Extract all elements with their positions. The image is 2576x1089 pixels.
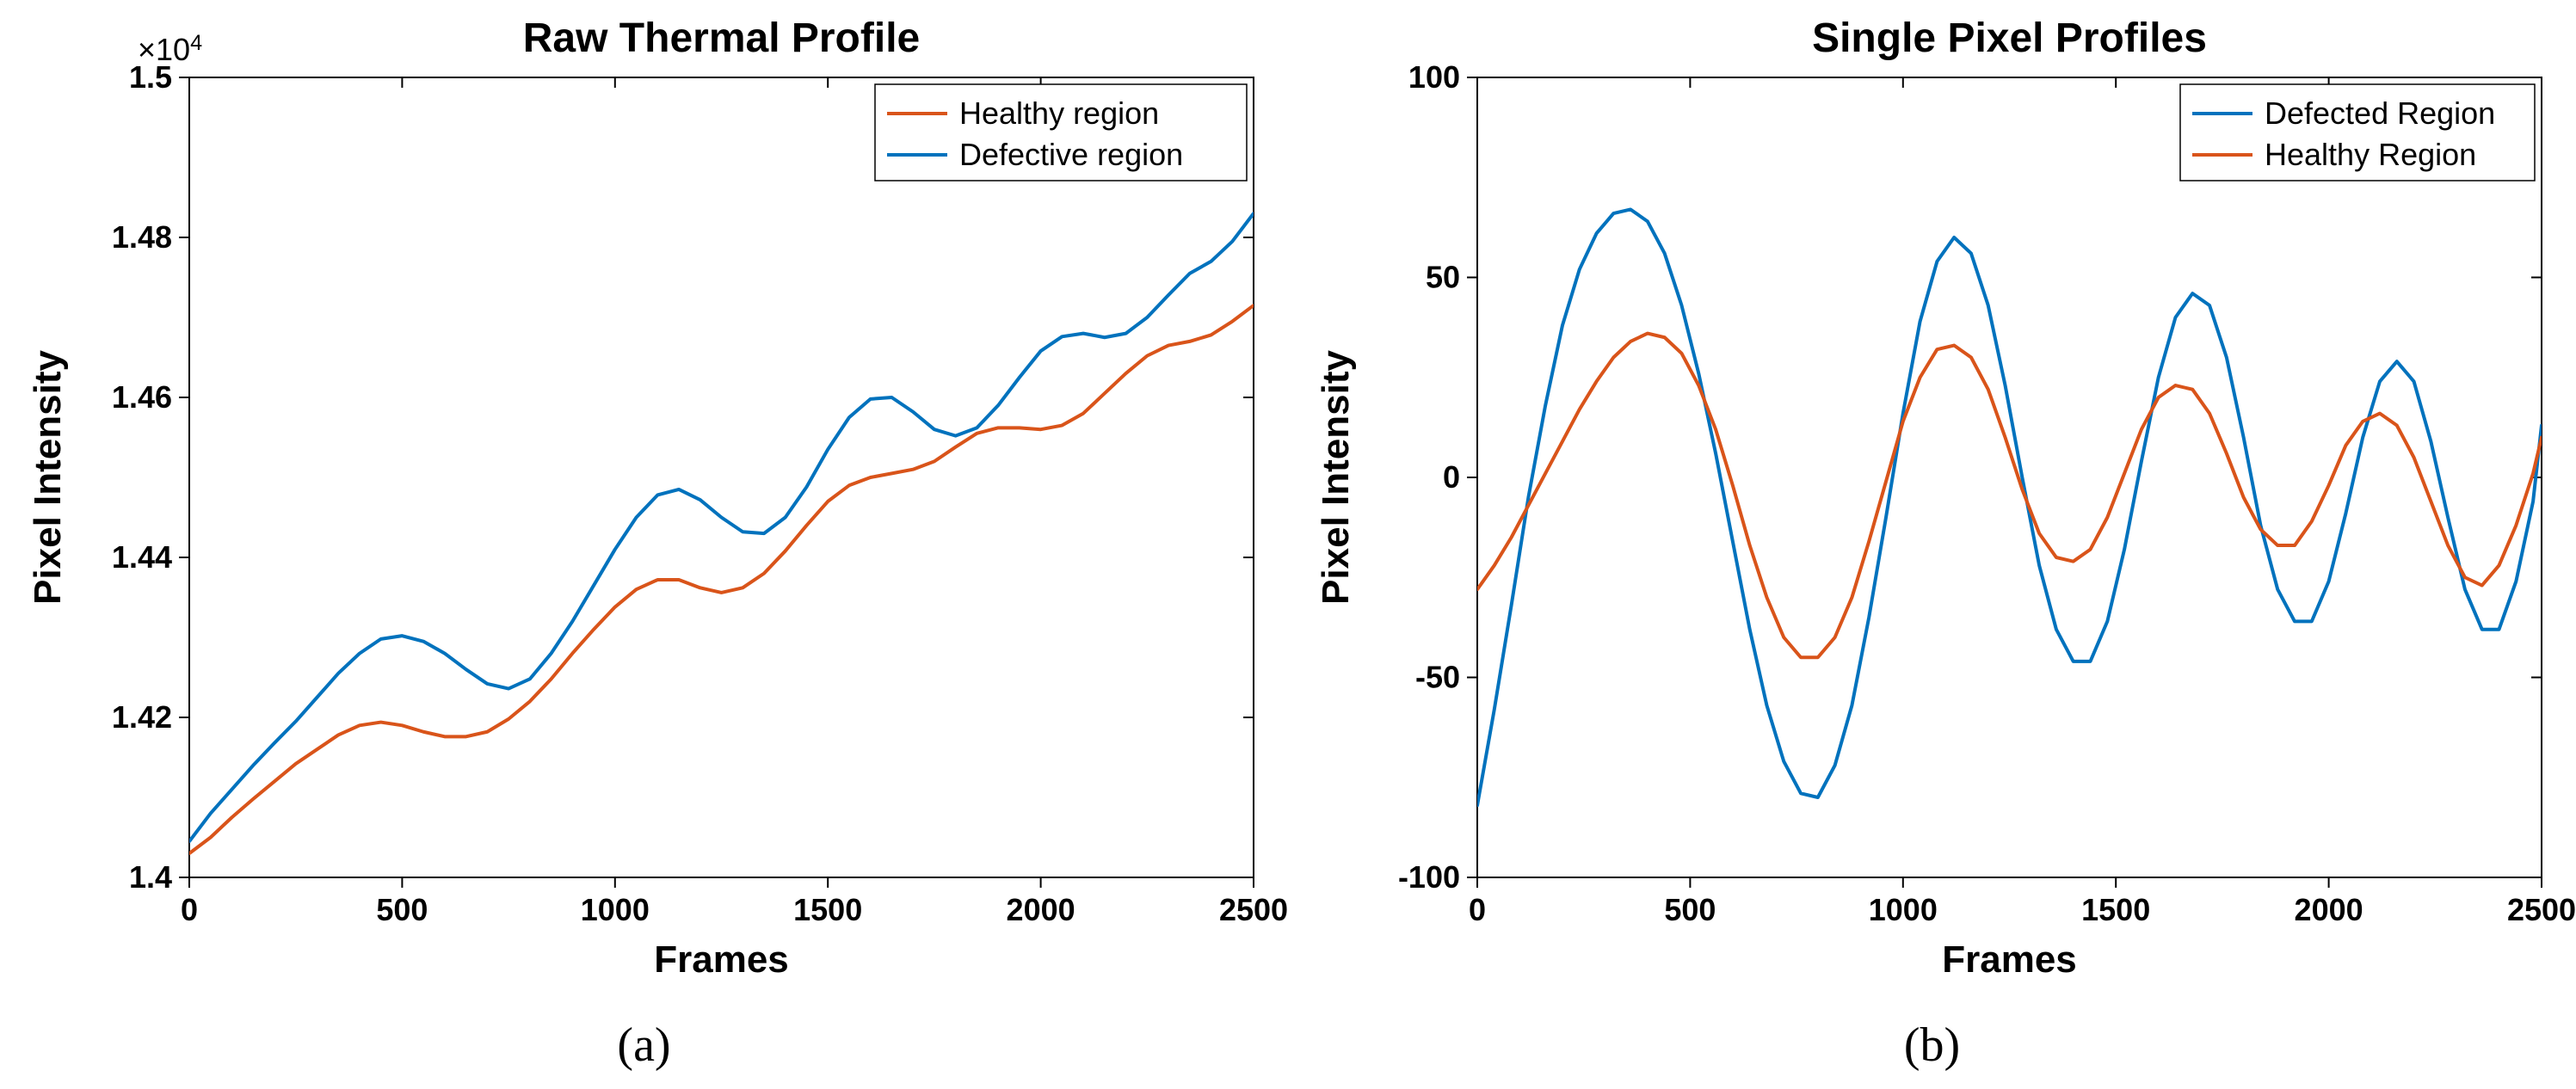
xtick-label: 1500 [793,892,862,927]
ytick-label: -100 [1398,859,1460,895]
y-exponent-label: ×104 [138,31,202,67]
xtick-label: 500 [1664,892,1716,927]
chart-a: 050010001500200025001.41.421.441.461.481… [0,0,1288,1006]
xtick-label: 0 [1469,892,1486,927]
panel-a: 050010001500200025001.41.421.441.461.481… [0,0,1288,1089]
ytick-label: 100 [1408,59,1460,95]
legend-label: Defected Region [2265,95,2495,131]
xtick-label: 1000 [581,892,650,927]
xtick-label: 500 [376,892,428,927]
chart-title: Raw Thermal Profile [523,15,920,61]
xtick-label: 0 [181,892,198,927]
ylabel: Pixel Intensity [27,350,69,605]
chart-title: Single Pixel Profiles [1812,15,2207,61]
xtick-label: 1500 [2081,892,2150,927]
ytick-label: 1.46 [112,379,172,415]
xtick-label: 1000 [1869,892,1938,927]
figure-container: 050010001500200025001.41.421.441.461.481… [0,0,2576,1089]
ytick-label: 1.44 [112,539,172,575]
chart-b: 0 500 1000 1500 2000 2500 -100 -50 0 50 100 Frames P… [1288,0,2576,1006]
chart-b-wrap: 0 500 1000 1500 2000 2500 -100 -50 0 50 100 Frames P… [1288,0,2576,1011]
ytick-label: -50 [1415,660,1460,695]
legend-label: Healthy region [959,95,1159,131]
legend-label: Defective region [959,137,1183,172]
ytick-label: 1.42 [112,699,172,735]
chart-a-wrap: 050010001500200025001.41.421.441.461.481… [0,0,1288,1011]
ylabel: Pixel Intensity [1315,350,1357,605]
panel-b: 0 500 1000 1500 2000 2500 -100 -50 0 50 100 Frames P… [1288,0,2576,1089]
legend-label: Healthy Region [2265,137,2476,172]
xlabel: Frames [654,938,789,981]
ytick-label: 50 [1426,260,1460,295]
xtick-label: 2500 [2507,892,2576,927]
ytick-label: 0 [1443,459,1460,495]
panel-a-sublabel: (a) [617,1018,670,1073]
xtick-label: 2000 [2295,892,2363,927]
xtick-label: 2500 [1219,892,1288,927]
panel-b-sublabel: (b) [1904,1018,1960,1073]
xlabel: Frames [1942,938,2077,981]
ytick-label: 1.48 [112,219,172,255]
ytick-label: 1.4 [129,859,172,895]
xtick-label: 2000 [1007,892,1075,927]
